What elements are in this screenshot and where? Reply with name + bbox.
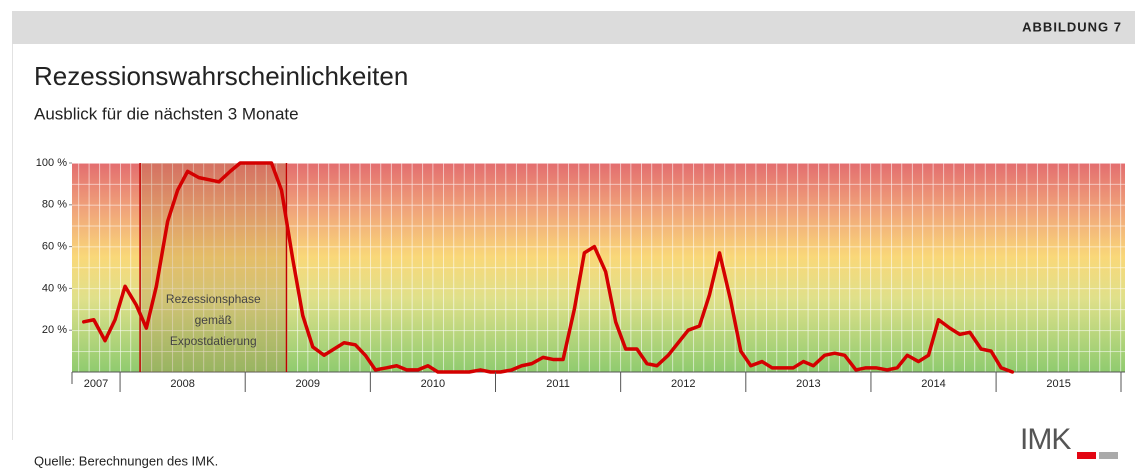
recession-label: Rezessionsphase — [166, 292, 261, 306]
series-line — [82, 161, 1015, 374]
x-tick-label: 2009 — [296, 378, 320, 390]
x-tick-label: 2015 — [1046, 378, 1070, 390]
x-tick-label: 2007 — [84, 378, 108, 390]
x-tick-label: 2013 — [796, 378, 820, 390]
plot: Rezessionsphase gemäß Expostdatierung — [82, 161, 1015, 374]
chart-subtitle: Ausblick für die nächsten 3 Monate — [34, 104, 299, 123]
x-tick-label: 2008 — [170, 378, 194, 390]
header-bar — [12, 11, 1135, 44]
logo-text: IMK — [1020, 423, 1071, 456]
x-tick-label: 2010 — [421, 378, 445, 390]
x-tick-label: 2011 — [546, 378, 570, 390]
recession-label: Expostdatierung — [170, 334, 257, 348]
y-tick-label: 20 % — [42, 324, 67, 336]
logo-bar — [1077, 452, 1096, 459]
x-tick-label: 2014 — [921, 378, 945, 390]
plot-cells — [72, 163, 1125, 372]
y-tick-label: 100 % — [36, 157, 67, 169]
figure-label: ABBILDUNG 7 — [1022, 19, 1122, 34]
recession-label: gemäß — [195, 313, 232, 327]
y-tick-label: 60 % — [42, 241, 67, 253]
chart-title: Rezessionswahrscheinlichkeiten — [34, 61, 408, 91]
x-tick-label: 2012 — [671, 378, 695, 390]
source: Quelle: Berechnungen des IMK. — [34, 453, 218, 468]
logo-bar — [1099, 452, 1118, 459]
recession-band — [140, 163, 287, 372]
y-tick-label: 40 % — [42, 282, 67, 294]
y-tick-label: 80 % — [42, 199, 67, 211]
